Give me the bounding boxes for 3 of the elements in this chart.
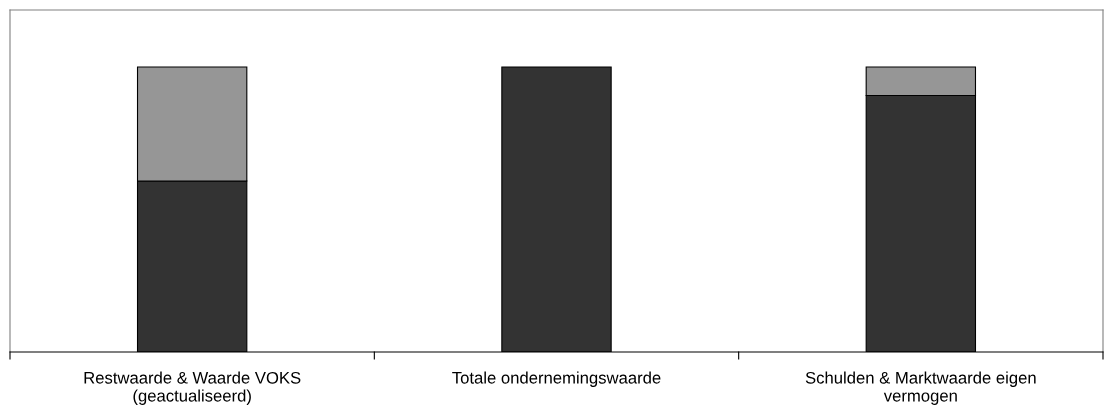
x-tick-label: Totale ondernemingswaarde xyxy=(452,371,661,387)
x-tick-label: Schulden & Marktwaarde eigen vermogen xyxy=(805,371,1036,405)
x-tick-label: Restwaarde & Waarde VOKS (geactualiseerd) xyxy=(84,371,301,405)
